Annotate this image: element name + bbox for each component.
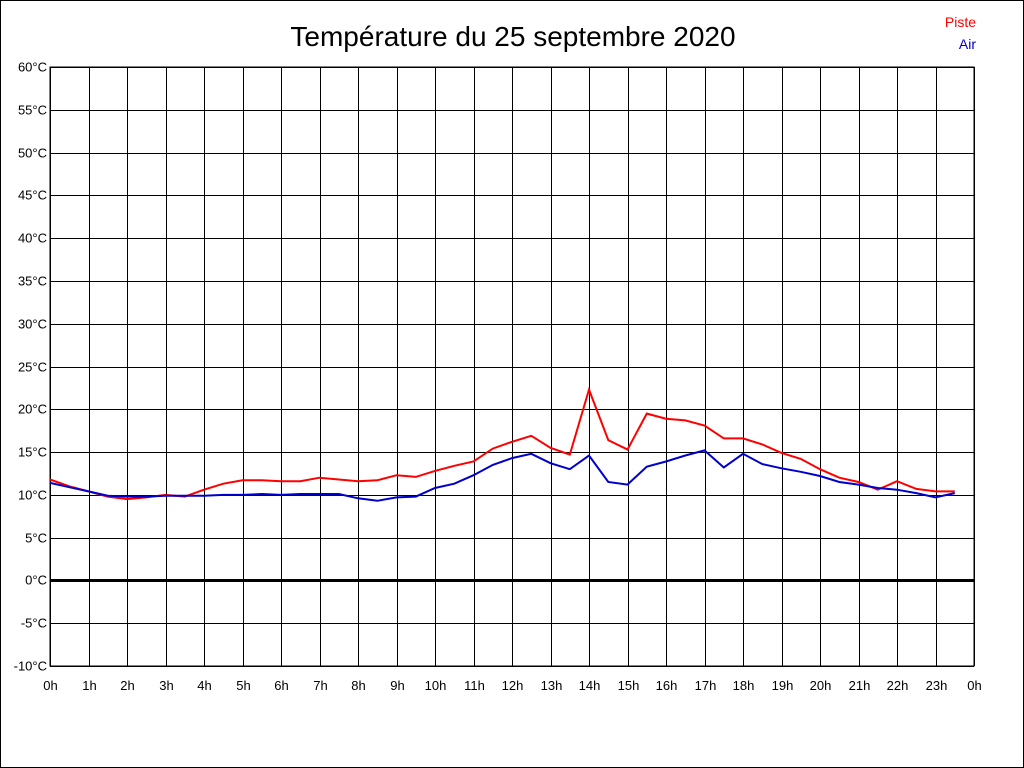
x-tick-label: 4h <box>197 678 211 693</box>
x-tick-label: 22h <box>887 678 909 693</box>
y-tick-label: 35°C <box>18 274 47 289</box>
legend-entry-piste: Piste <box>945 14 976 30</box>
y-tick-label: 25°C <box>18 360 47 375</box>
x-tick-label: 23h <box>926 678 948 693</box>
y-tick-label: -10°C <box>14 659 47 674</box>
y-tick-label: 50°C <box>18 146 47 161</box>
x-tick-label: 0h <box>967 678 981 693</box>
x-tick-label: 20h <box>810 678 832 693</box>
x-tick-label: 15h <box>618 678 640 693</box>
x-tick-label: 12h <box>502 678 524 693</box>
y-tick-label: 15°C <box>18 445 47 460</box>
x-tick-label: 14h <box>579 678 601 693</box>
x-tick-label: 16h <box>656 678 678 693</box>
series-line-piste <box>49 386 955 501</box>
x-tick-label: 9h <box>390 678 404 693</box>
x-tick-label: 3h <box>159 678 173 693</box>
y-tick-label: 10°C <box>18 488 47 503</box>
x-tick-label: 11h <box>464 678 485 693</box>
x-tick-label: 2h <box>120 678 134 693</box>
x-tick-label: 10h <box>425 678 447 693</box>
y-tick-label: 55°C <box>18 103 47 118</box>
grid-lines <box>49 66 975 667</box>
y-tick-label: 5°C <box>25 531 47 546</box>
x-tick-label: 8h <box>351 678 365 693</box>
y-tick-label: 45°C <box>18 188 47 203</box>
y-tick-label: -5°C <box>21 616 47 631</box>
y-tick-label: 20°C <box>18 402 47 417</box>
chart-title: Température du 25 septembre 2020 <box>290 21 735 52</box>
x-tick-label: 1h <box>82 678 96 693</box>
data-series <box>49 386 956 502</box>
y-tick-label: 40°C <box>18 231 47 246</box>
x-tick-label: 5h <box>236 678 250 693</box>
x-tick-label: 19h <box>772 678 794 693</box>
y-tick-label: 60°C <box>18 60 47 75</box>
x-tick-label: 7h <box>313 678 327 693</box>
x-tick-label: 13h <box>541 678 563 693</box>
y-tick-label: 0°C <box>25 573 47 588</box>
series-line-air <box>49 449 956 502</box>
legend-entry-air: Air <box>959 36 976 52</box>
y-tick-label: 30°C <box>18 317 47 332</box>
axis-labels: -10°C -5°C 0°C 5°C 10°C 15°C 20°C 25°C 30°C 35°C 4… <box>14 60 982 694</box>
x-tick-label: 17h <box>695 678 717 693</box>
x-tick-label: 0h <box>43 678 57 693</box>
x-tick-label: 21h <box>849 678 871 693</box>
x-tick-label: 18h <box>733 678 755 693</box>
legend: Piste Air <box>945 14 976 52</box>
x-tick-label: 6h <box>274 678 288 693</box>
